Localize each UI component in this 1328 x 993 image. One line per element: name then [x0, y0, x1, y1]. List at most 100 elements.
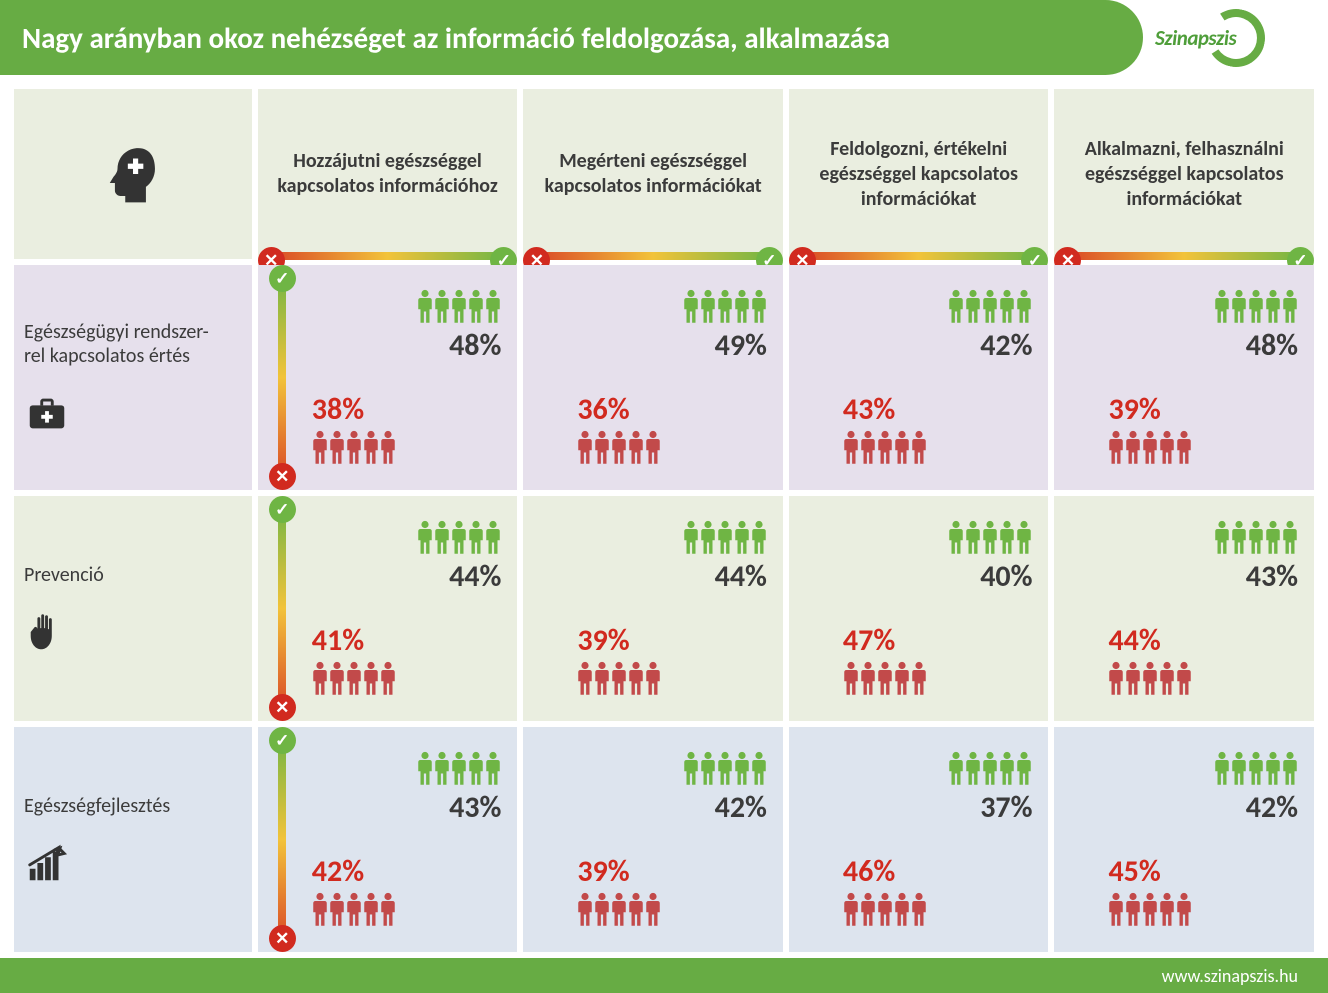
person-icon: [1159, 892, 1175, 928]
head-icon: [102, 143, 164, 205]
difficult-percentage: 44%: [1108, 622, 1160, 659]
difficult-percentage: 45%: [1108, 853, 1160, 890]
vertical-gradient-bar: ✓✕: [278, 271, 286, 484]
data-cell: 37% 46%: [789, 727, 1049, 952]
person-icon: [1159, 430, 1175, 466]
easy-percentage: 44%: [449, 558, 501, 595]
people-icons: [1108, 430, 1192, 466]
person-icon: [1142, 892, 1158, 928]
difficulty-gradient-bar: [268, 252, 508, 260]
person-icon: [1231, 520, 1247, 556]
person-icon: [312, 661, 328, 697]
person-icon: [911, 430, 927, 466]
easy-percentage: 48%: [1246, 327, 1298, 364]
data-cell: ✓✕44%41%: [258, 496, 518, 721]
slide-footer: www.szinapszis.hu: [0, 958, 1328, 993]
row-header: Egészségügyi rendszer-rel kapcsolatos ér…: [14, 265, 252, 490]
person-icon: [982, 751, 998, 787]
easy-percentage: 40%: [980, 558, 1032, 595]
data-cell: 42% 39%: [523, 727, 783, 952]
person-icon: [380, 661, 396, 697]
person-icon: [346, 892, 362, 928]
people-icons: [312, 892, 396, 928]
vertical-gradient-bar: ✓✕: [278, 502, 286, 715]
person-icon: [965, 751, 981, 787]
person-icon: [485, 520, 501, 556]
person-icon: [485, 289, 501, 325]
cross-icon: ✕: [269, 694, 296, 721]
person-icon: [468, 520, 484, 556]
person-icon: [843, 430, 859, 466]
person-icon: [1265, 751, 1281, 787]
person-icon: [1214, 289, 1230, 325]
person-icon: [877, 892, 893, 928]
difficulty-gradient-bar: [799, 252, 1039, 260]
person-icon: [1159, 661, 1175, 697]
easy-percentage: 49%: [715, 327, 767, 364]
person-icon: [380, 430, 396, 466]
people-icons: [683, 520, 767, 556]
difficult-percentage: 39%: [1108, 391, 1160, 428]
person-icon: [577, 661, 593, 697]
person-icon: [1016, 520, 1032, 556]
difficult-percentage: 38%: [312, 391, 364, 428]
difficulty-gradient-bar: [533, 252, 773, 260]
easy-percentage: 48%: [449, 327, 501, 364]
column-title: Feldolgozni, értékelni egészséggel kapcs…: [799, 137, 1039, 212]
people-icons: [948, 520, 1032, 556]
people-icons: [312, 430, 396, 466]
data-cell: 40%47%: [789, 496, 1049, 721]
person-icon: [363, 661, 379, 697]
people-icons: [312, 661, 396, 697]
person-icon: [645, 430, 661, 466]
person-icon: [999, 289, 1015, 325]
person-icon: [1231, 751, 1247, 787]
person-icon: [417, 289, 433, 325]
people-icons: [948, 751, 1032, 787]
person-icon: [683, 520, 699, 556]
person-icon: [468, 289, 484, 325]
difficult-percentage: 46%: [843, 853, 895, 890]
footer-url: www.szinapszis.hu: [1162, 965, 1298, 987]
brand-logo-arc-icon: [1201, 3, 1270, 72]
people-icons: [1108, 892, 1192, 928]
easy-percentage: 42%: [715, 789, 767, 826]
person-icon: [329, 430, 345, 466]
easy-percentage: 42%: [1246, 789, 1298, 826]
data-cell: 44%39%: [523, 496, 783, 721]
person-icon: [700, 520, 716, 556]
person-icon: [363, 430, 379, 466]
people-icons: [577, 892, 661, 928]
person-icon: [417, 751, 433, 787]
easy-percentage: 37%: [980, 789, 1032, 826]
person-icon: [1108, 661, 1124, 697]
column-title: Hozzájutni egészséggel kapcsolatos infor…: [268, 149, 508, 199]
data-grid: Hozzájutni egészséggel kapcsolatos infor…: [0, 75, 1328, 952]
person-icon: [734, 751, 750, 787]
people-icons: [417, 289, 501, 325]
person-icon: [751, 520, 767, 556]
person-icon: [1125, 661, 1141, 697]
person-icon: [1125, 430, 1141, 466]
slide-title: Nagy arányban okoz nehézséget az informá…: [22, 20, 890, 56]
difficulty-gradient-bar: [1064, 252, 1304, 260]
difficult-percentage: 39%: [577, 853, 629, 890]
person-icon: [700, 289, 716, 325]
person-icon: [1125, 892, 1141, 928]
difficult-percentage: 36%: [577, 391, 629, 428]
hand-icon: [24, 609, 70, 655]
data-cell: 42% 45%: [1054, 727, 1314, 952]
person-icon: [468, 751, 484, 787]
person-icon: [1108, 430, 1124, 466]
person-icon: [948, 520, 964, 556]
person-icon: [1231, 289, 1247, 325]
person-icon: [611, 661, 627, 697]
person-icon: [948, 289, 964, 325]
person-icon: [894, 661, 910, 697]
person-icon: [594, 892, 610, 928]
person-icon: [751, 751, 767, 787]
person-icon: [451, 520, 467, 556]
easy-percentage: 43%: [1246, 558, 1298, 595]
row-label: Prevenció: [24, 563, 242, 587]
data-cell: ✓✕43%42%: [258, 727, 518, 952]
